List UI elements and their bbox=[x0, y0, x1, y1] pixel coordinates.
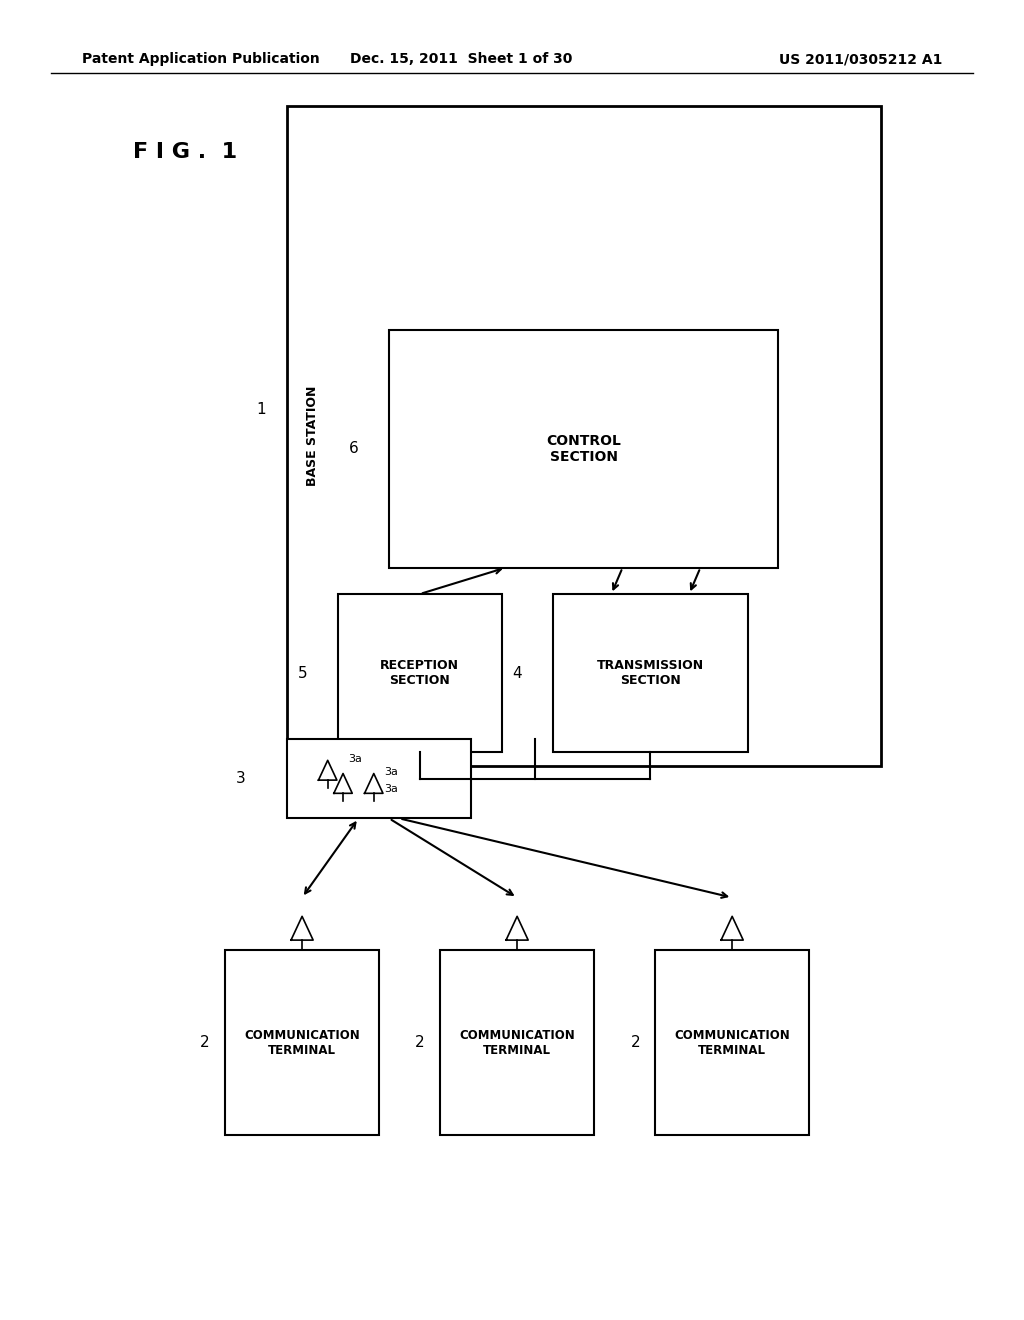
Text: 4: 4 bbox=[513, 665, 522, 681]
Text: US 2011/0305212 A1: US 2011/0305212 A1 bbox=[778, 53, 942, 66]
Text: RECEPTION
SECTION: RECEPTION SECTION bbox=[380, 659, 460, 688]
Text: CONTROL
SECTION: CONTROL SECTION bbox=[546, 434, 622, 463]
Text: 6: 6 bbox=[348, 441, 358, 457]
Text: 3a: 3a bbox=[348, 754, 362, 764]
Text: Patent Application Publication: Patent Application Publication bbox=[82, 53, 319, 66]
Bar bbox=[287, 739, 471, 818]
Bar bbox=[389, 330, 778, 568]
Bar bbox=[287, 106, 881, 766]
Text: 1: 1 bbox=[257, 401, 266, 417]
Text: BASE STATION: BASE STATION bbox=[306, 385, 318, 486]
Bar bbox=[553, 594, 748, 752]
Bar bbox=[225, 950, 379, 1135]
Text: 2: 2 bbox=[201, 1035, 210, 1051]
Bar bbox=[338, 594, 502, 752]
Text: 5: 5 bbox=[298, 665, 307, 681]
Bar bbox=[440, 950, 594, 1135]
Text: COMMUNICATION
TERMINAL: COMMUNICATION TERMINAL bbox=[674, 1028, 791, 1057]
Text: TRANSMISSION
SECTION: TRANSMISSION SECTION bbox=[597, 659, 703, 688]
Text: Dec. 15, 2011  Sheet 1 of 30: Dec. 15, 2011 Sheet 1 of 30 bbox=[349, 53, 572, 66]
Text: 3a: 3a bbox=[384, 767, 398, 777]
Text: 3a: 3a bbox=[384, 784, 398, 795]
Text: 3: 3 bbox=[236, 771, 246, 787]
Text: F I G .  1: F I G . 1 bbox=[133, 141, 238, 162]
Text: COMMUNICATION
TERMINAL: COMMUNICATION TERMINAL bbox=[459, 1028, 575, 1057]
Bar bbox=[655, 950, 809, 1135]
Text: 2: 2 bbox=[416, 1035, 425, 1051]
Text: 2: 2 bbox=[631, 1035, 640, 1051]
Text: COMMUNICATION
TERMINAL: COMMUNICATION TERMINAL bbox=[244, 1028, 360, 1057]
